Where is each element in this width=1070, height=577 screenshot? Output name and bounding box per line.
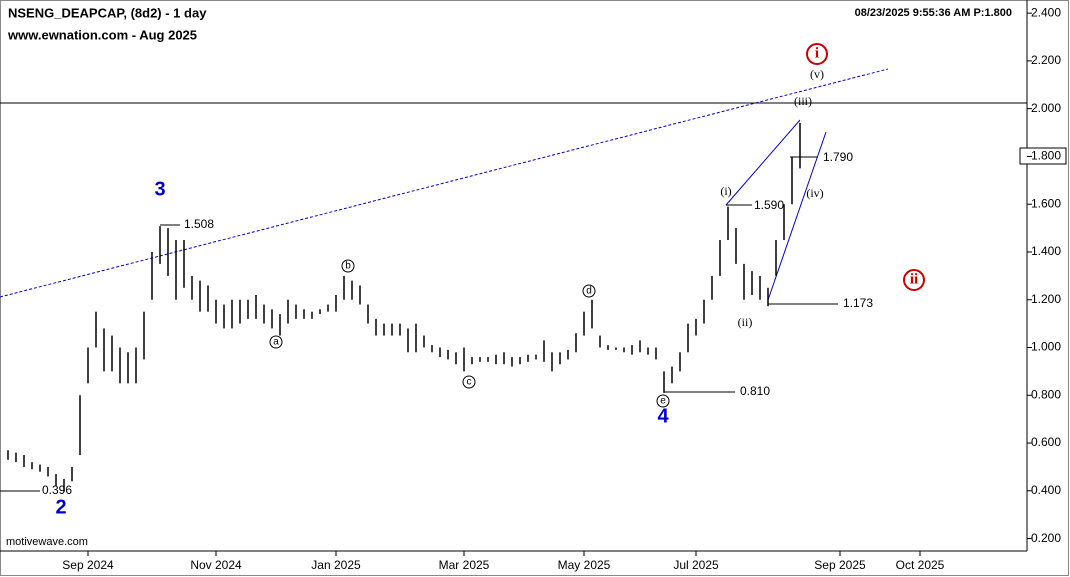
x-tick-label: Jul 2025 bbox=[673, 558, 719, 572]
timestamp: 08/23/2025 9:55:36 AM P:1.800 bbox=[855, 7, 1012, 19]
label-circle bbox=[903, 269, 925, 291]
y-tick-label: 2.400 bbox=[1031, 5, 1061, 19]
label-circle bbox=[269, 335, 283, 349]
y-tick-label: 0.200 bbox=[1031, 531, 1061, 545]
y-tick-label: 1.800 bbox=[1031, 149, 1061, 163]
chart-title: NSENG_DEAPCAP, (8d2) - 1 day bbox=[8, 5, 207, 20]
y-tick-label: 2.200 bbox=[1031, 53, 1061, 67]
wave-label: c bbox=[467, 377, 472, 388]
wave-label: ii bbox=[910, 271, 918, 287]
x-tick-label: Oct 2025 bbox=[896, 558, 945, 572]
price-label: 1.790 bbox=[823, 150, 853, 164]
subtitle: www.ewnation.com - Aug 2025 bbox=[7, 27, 197, 42]
wave-label: (ii) bbox=[738, 315, 753, 329]
y-tick-label: 1.400 bbox=[1031, 244, 1061, 258]
trend-line bbox=[0, 68, 889, 298]
price-box bbox=[1019, 147, 1067, 165]
y-tick-label: 0.400 bbox=[1031, 483, 1061, 497]
x-tick-label: Jan 2025 bbox=[311, 558, 361, 572]
wave-label: (i) bbox=[720, 184, 731, 198]
wave-label: 2 bbox=[55, 496, 66, 518]
x-tick-label: May 2025 bbox=[558, 558, 611, 572]
wave-label: 3 bbox=[154, 178, 165, 200]
y-tick-label: 0.600 bbox=[1031, 435, 1061, 449]
x-tick-label: Nov 2024 bbox=[190, 558, 242, 572]
price-label: 0.810 bbox=[740, 384, 770, 398]
wave-label: a bbox=[273, 337, 279, 348]
y-tick-label: 0.800 bbox=[1031, 387, 1061, 401]
x-tick-label: Mar 2025 bbox=[439, 558, 490, 572]
price-label: 0.396 bbox=[42, 483, 72, 497]
wave-label: i bbox=[815, 45, 819, 61]
wave-label: e bbox=[660, 396, 666, 407]
label-circle bbox=[582, 284, 596, 298]
wave-label: (iv) bbox=[806, 186, 823, 200]
price-label: 1.173 bbox=[843, 296, 873, 310]
label-circle bbox=[462, 375, 476, 389]
label-circle bbox=[341, 259, 355, 273]
wave-label: (iii) bbox=[794, 94, 812, 108]
y-tick-label: 1.000 bbox=[1031, 340, 1061, 354]
y-tick-label: 1.200 bbox=[1031, 292, 1061, 306]
wave-label: b bbox=[345, 261, 351, 272]
price-label: 1.590 bbox=[754, 198, 784, 212]
letter-circles bbox=[269, 259, 670, 408]
y-tick-label: 2.000 bbox=[1031, 101, 1061, 115]
level-lines bbox=[0, 156, 838, 492]
wave-label: 4 bbox=[657, 405, 669, 427]
wave-label: d bbox=[586, 286, 592, 297]
label-circle bbox=[656, 394, 670, 408]
channel-line bbox=[767, 131, 827, 301]
watermark: motivewave.com bbox=[6, 536, 88, 548]
wave-label: (v) bbox=[810, 67, 824, 81]
price-label: 1.508 bbox=[184, 217, 214, 231]
channel-line bbox=[725, 119, 801, 206]
x-tick-label: Sep 2025 bbox=[814, 558, 866, 572]
label-circle bbox=[806, 43, 828, 65]
x-tick-label: Sep 2024 bbox=[62, 558, 114, 572]
y-tick-label: 1.600 bbox=[1031, 196, 1061, 210]
